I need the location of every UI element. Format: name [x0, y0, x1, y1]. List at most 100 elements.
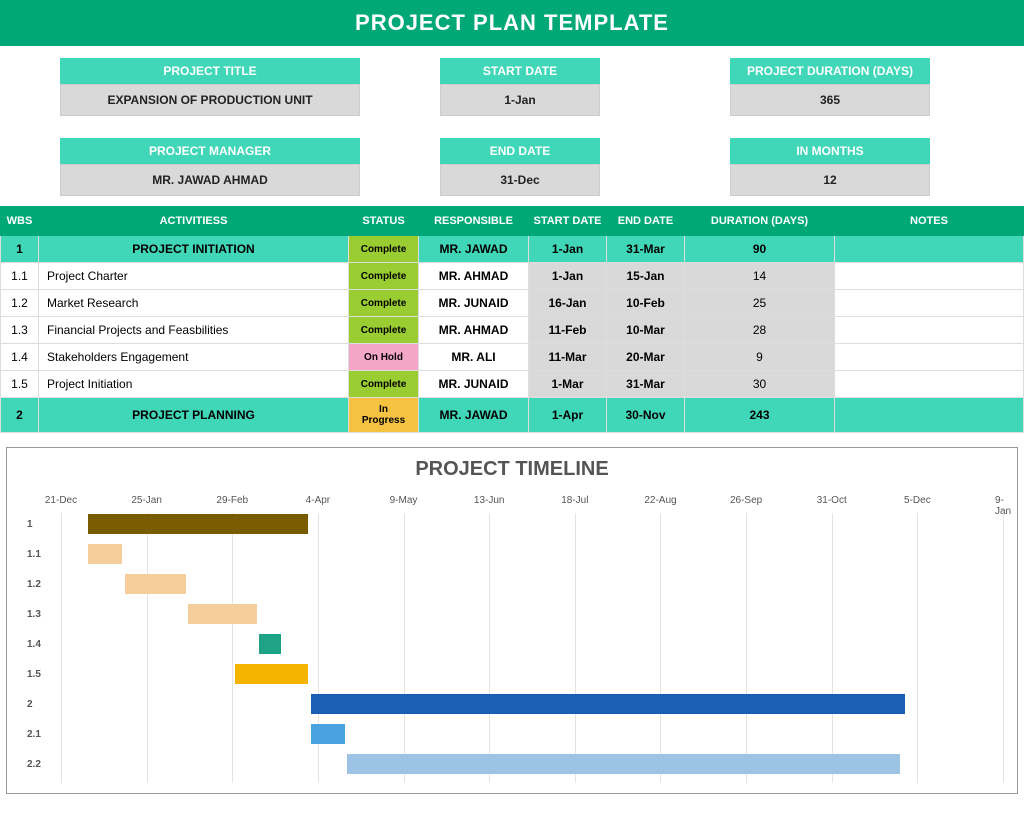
- cell-ed: 30-Nov: [607, 398, 685, 433]
- cell-stat: On Hold: [349, 344, 419, 371]
- info-hdr: START DATE: [440, 58, 600, 84]
- cell-sd: 16-Jan: [529, 290, 607, 317]
- timeline-row: 2.2: [21, 749, 1003, 779]
- info-hdr: PROJECT DURATION (DAYS): [730, 58, 930, 84]
- timeline-tick: 18-Jul: [561, 495, 588, 506]
- timeline-row: 1: [21, 509, 1003, 539]
- col-resp: RESPONSIBLE: [419, 207, 529, 236]
- timeline-title: PROJECT TIMELINE: [21, 458, 1003, 481]
- info-val: EXPANSION OF PRODUCTION UNIT: [60, 84, 360, 116]
- timeline-bar: [125, 574, 186, 594]
- cell-dur: 243: [685, 398, 835, 433]
- timeline-tick: 5-Dec: [904, 495, 931, 506]
- cell-act: Project Initiation: [39, 371, 349, 398]
- col-dur: DURATION (DAYS): [685, 207, 835, 236]
- cell-resp: MR. JUNAID: [419, 290, 529, 317]
- cell-dur: 28: [685, 317, 835, 344]
- timeline-label: 2.2: [21, 759, 61, 770]
- cell-sd: 1-Jan: [529, 236, 607, 263]
- cell-sd: 11-Mar: [529, 344, 607, 371]
- timeline-label: 1.4: [21, 639, 61, 650]
- cell-sd: 1-Apr: [529, 398, 607, 433]
- cell-resp: MR. ALI: [419, 344, 529, 371]
- cell-dur: 25: [685, 290, 835, 317]
- timeline-bar: [347, 754, 900, 774]
- info-val: MR. JAWAD AHMAD: [60, 164, 360, 196]
- timeline-bar: [188, 604, 257, 624]
- cell-dur: 9: [685, 344, 835, 371]
- col-ed: END DATE: [607, 207, 685, 236]
- cell-act: Project Charter: [39, 263, 349, 290]
- timeline-row: 1.2: [21, 569, 1003, 599]
- timeline-tick: 9-May: [390, 495, 418, 506]
- cell-stat: Complete: [349, 263, 419, 290]
- cell-stat: Complete: [349, 290, 419, 317]
- cell-stat: Complete: [349, 236, 419, 263]
- info-hdr: IN MONTHS: [730, 138, 930, 164]
- timeline-label: 1.5: [21, 669, 61, 680]
- cell-dur: 30: [685, 371, 835, 398]
- table-row: 1.5Project InitiationCompleteMR. JUNAID1…: [1, 371, 1024, 398]
- cell-stat: Complete: [349, 371, 419, 398]
- info-hdr: PROJECT TITLE: [60, 58, 360, 84]
- col-wbs: WBS: [1, 207, 39, 236]
- cell-wbs: 1.1: [1, 263, 39, 290]
- timeline-panel: PROJECT TIMELINE 21-Dec 25-Jan 29-Feb 4-Apr…: [6, 447, 1018, 794]
- cell-dur: 90: [685, 236, 835, 263]
- info-val: 1-Jan: [440, 84, 600, 116]
- cell-ed: 10-Feb: [607, 290, 685, 317]
- timeline-row: 1.4: [21, 629, 1003, 659]
- cell-resp: MR. JAWAD: [419, 398, 529, 433]
- cell-act: Market Research: [39, 290, 349, 317]
- cell-wbs: 1.3: [1, 317, 39, 344]
- cell-sd: 11-Feb: [529, 317, 607, 344]
- info-hdr: PROJECT MANAGER: [60, 138, 360, 164]
- cell-ed: 15-Jan: [607, 263, 685, 290]
- info-val: 31-Dec: [440, 164, 600, 196]
- timeline-tick: 26-Sep: [730, 495, 762, 506]
- info-val: 12: [730, 164, 930, 196]
- info-val: 365: [730, 84, 930, 116]
- timeline-tick: 29-Feb: [216, 495, 248, 506]
- table-row: 1.3Financial Projects and FeasbilitiesCo…: [1, 317, 1024, 344]
- timeline-label: 1.3: [21, 609, 61, 620]
- timeline-row: 2: [21, 689, 1003, 719]
- table-row: 1.2Market ResearchCompleteMR. JUNAID16-J…: [1, 290, 1024, 317]
- cell-wbs: 1.4: [1, 344, 39, 371]
- cell-resp: MR. AHMAD: [419, 263, 529, 290]
- cell-notes: [835, 371, 1024, 398]
- cell-act: Stakeholders Engagement: [39, 344, 349, 371]
- timeline-bar: [311, 724, 345, 744]
- timeline-bar: [235, 664, 308, 684]
- timeline-tick: 21-Dec: [45, 495, 77, 506]
- timeline-label: 2.1: [21, 729, 61, 740]
- cell-sd: 1-Mar: [529, 371, 607, 398]
- cell-notes: [835, 263, 1024, 290]
- timeline-row: 1.5: [21, 659, 1003, 689]
- cell-resp: MR. AHMAD: [419, 317, 529, 344]
- cell-resp: MR. JAWAD: [419, 236, 529, 263]
- timeline-bar: [259, 634, 281, 654]
- cell-wbs: 1: [1, 236, 39, 263]
- cell-wbs: 2: [1, 398, 39, 433]
- col-notes: NOTES: [835, 207, 1024, 236]
- cell-stat: In Progress: [349, 398, 419, 433]
- table-row: 1.1Project CharterCompleteMR. AHMAD1-Jan…: [1, 263, 1024, 290]
- table-row: 2PROJECT PLANNINGIn ProgressMR. JAWAD1-A…: [1, 398, 1024, 433]
- cell-ed: 20-Mar: [607, 344, 685, 371]
- plan-table: WBSACTIVITIESSSTATUSRESPONSIBLESTART DAT…: [0, 206, 1024, 433]
- timeline-bar: [311, 694, 906, 714]
- timeline-tick: 31-Oct: [817, 495, 847, 506]
- cell-dur: 14: [685, 263, 835, 290]
- timeline-row: 2.1: [21, 719, 1003, 749]
- cell-ed: 10-Mar: [607, 317, 685, 344]
- timeline-tick: 4-Apr: [306, 495, 330, 506]
- timeline-label: 1.2: [21, 579, 61, 590]
- timeline-tick: 25-Jan: [131, 495, 162, 506]
- info-hdr: END DATE: [440, 138, 600, 164]
- timeline-label: 1.1: [21, 549, 61, 560]
- timeline-row: 1.1: [21, 539, 1003, 569]
- timeline-label: 2: [21, 699, 61, 710]
- timeline-bar: [88, 544, 122, 564]
- cell-wbs: 1.2: [1, 290, 39, 317]
